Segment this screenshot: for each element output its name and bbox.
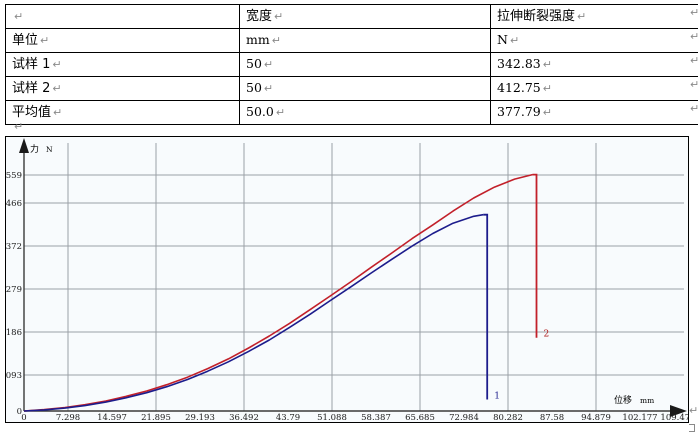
table-cell-strength: 342.83↵ — [491, 53, 698, 77]
table-cell-header-width: 宽度↵ — [240, 5, 491, 29]
x-tick-label: 72.984 — [449, 413, 479, 422]
x-tick-label: 58.387 — [361, 413, 391, 422]
series-1-label: 1 — [494, 392, 500, 402]
force-displacement-chart: 0 71.093 142.186 213.279 284.372 355.466… — [5, 136, 689, 423]
table-cell-label: 单位↵ — [6, 29, 240, 53]
row-strength-text: N — [497, 32, 508, 47]
table-row: 试样 1↵ 50↵ 342.83↵ — [6, 53, 698, 77]
header-strength-text: 拉伸断裂强度 — [497, 9, 575, 24]
row-strength-text: 412.75 — [497, 80, 541, 95]
row-strength-text: 342.83 — [497, 56, 541, 71]
table-cell-width: mm↵ — [240, 29, 491, 53]
table-row: 单位↵ mm↵ N↵ — [6, 29, 698, 53]
row-width-text: 50 — [246, 80, 262, 95]
row-label-text: 试样 2 — [12, 81, 50, 96]
pilcrow-mark: ↵ — [274, 10, 283, 23]
pilcrow-mark: ↵ — [543, 82, 552, 95]
table-cell-label: 平均值↵ — [6, 101, 240, 125]
table-cell-header-strength: 拉伸断裂强度↵ — [491, 5, 698, 29]
table-cell-strength: 377.79↵ — [491, 101, 698, 125]
x-tick-label: 109.475 — [660, 413, 688, 422]
table-cell-width: 50↵ — [240, 53, 491, 77]
x-tick-label: 87.58 — [540, 413, 564, 422]
pilcrow-mark: ↵ — [52, 82, 61, 95]
row-label-text: 试样 1 — [12, 57, 50, 72]
table-cell-label: 试样 1↵ — [6, 53, 240, 77]
pilcrow-mark: ↵ — [52, 58, 61, 71]
pilcrow-mark: ↵ — [543, 58, 552, 71]
x-tick-label: 94.879 — [581, 413, 611, 422]
y-tick-label: 355.466 — [6, 199, 22, 209]
pilcrow-mark: ↵ — [14, 10, 23, 23]
chart-canvas: 0 71.093 142.186 213.279 284.372 355.466… — [6, 137, 688, 422]
y-tick-label: 71.093 — [6, 371, 22, 381]
table-row-header: ↵ 宽度↵ 拉伸断裂强度↵ — [6, 5, 698, 29]
table-cell-width: 50↵ — [240, 77, 491, 101]
chart-margin-pilcrow: ↵ — [689, 404, 698, 417]
x-tick-label: 21.895 — [141, 413, 171, 422]
margin-pilcrow: ↵ — [690, 78, 698, 91]
margin-pilcrow: ↵ — [690, 30, 698, 43]
y-tick-label: 213.279 — [6, 285, 22, 295]
pilcrow-mark: ↵ — [272, 34, 281, 47]
x-tick-label: 102.177 — [622, 413, 657, 422]
y-axis-title: 力 — [30, 143, 39, 155]
pilcrow-mark: ↵ — [53, 106, 62, 119]
x-tick-label: 80.282 — [493, 413, 523, 422]
results-table: ↵ 宽度↵ 拉伸断裂强度↵ 单位↵ mm↵ N↵ 试样 1↵ 50↵ 342.8… — [5, 4, 698, 125]
x-axis-title: 位移 — [614, 394, 632, 406]
table-cell-strength: 412.75↵ — [491, 77, 698, 101]
chart-background — [6, 137, 688, 422]
margin-pilcrow: ↵ — [690, 6, 698, 19]
pilcrow-mark: ↵ — [40, 34, 49, 47]
y-tick-label: 142.186 — [6, 328, 22, 338]
pilcrow-mark: ↵ — [276, 106, 285, 119]
pilcrow-mark: ↵ — [510, 34, 519, 47]
series-2-label: 2 — [544, 330, 550, 340]
x-axis-unit: mm — [640, 396, 654, 405]
table-cell-strength: N↵ — [491, 29, 698, 53]
pilcrow-mark: ↵ — [577, 10, 586, 23]
table-cell-header-label: ↵ — [6, 5, 240, 29]
margin-pilcrow: ↵ — [690, 102, 698, 115]
table-cell-label: 试样 2↵ — [6, 77, 240, 101]
x-tick-label: 7.298 — [56, 413, 80, 422]
x-tick-label: 65.685 — [405, 413, 435, 422]
y-axis-unit: N — [46, 145, 53, 154]
x-tick-label: 36.492 — [229, 413, 259, 422]
y-tick-label: 426.559 — [6, 171, 22, 181]
x-tick-label: 29.193 — [185, 413, 215, 422]
pilcrow-mark: ↵ — [264, 82, 273, 95]
x-tick-label: 43.79 — [276, 413, 300, 422]
x-tick-label: 51.088 — [317, 413, 347, 422]
row-label-text: 平均值 — [12, 105, 51, 120]
y-tick-labels: 0 71.093 142.186 213.279 284.372 355.466… — [6, 171, 22, 417]
x-tick-label: 0 — [21, 413, 26, 422]
table-cell-width: 50.0↵ — [240, 101, 491, 125]
row-width-text: 50 — [246, 56, 262, 71]
y-tick-label: 284.372 — [6, 242, 22, 252]
table-row: 平均值↵ 50.0↵ 377.79↵ — [6, 101, 698, 125]
row-strength-text: 377.79 — [497, 104, 541, 119]
row-width-text: mm — [246, 32, 270, 47]
margin-pilcrow: ↵ — [690, 54, 698, 67]
pilcrow-mark: ↵ — [543, 106, 552, 119]
pilcrow-mark: ↵ — [264, 58, 273, 71]
x-tick-label: 14.597 — [97, 413, 127, 422]
table-row: 试样 2↵ 50↵ 412.75↵ — [6, 77, 698, 101]
header-width-text: 宽度 — [246, 9, 272, 24]
row-label-text: 单位 — [12, 33, 38, 48]
row-width-text: 50.0 — [246, 104, 274, 119]
body-pilcrow: ↵ — [14, 120, 23, 133]
